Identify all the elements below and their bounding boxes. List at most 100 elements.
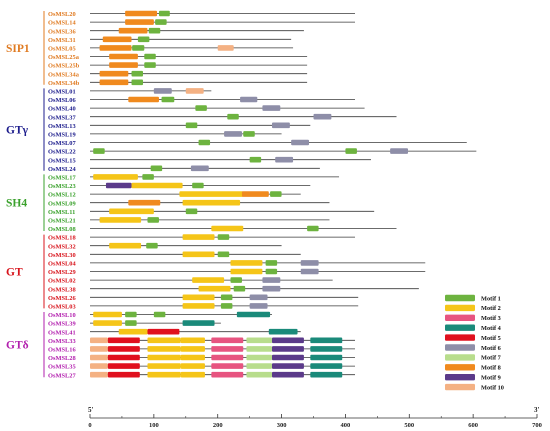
gene-label: OsMSL13 (48, 123, 76, 130)
gene-label: OsMSL35 (48, 364, 76, 371)
motif-6-box (275, 156, 294, 163)
gene-row: OsMSL06 (48, 96, 356, 104)
motif-2-box (180, 346, 205, 352)
motif-1-box (144, 62, 156, 68)
gene-row: OsMSL14 (48, 19, 356, 27)
legend-label: Motif 8 (481, 365, 501, 372)
gene-row: OsMSL07 (48, 139, 467, 147)
gene-row: OsMSL33 (48, 337, 356, 345)
motif-1-box (150, 165, 163, 172)
legend-label: Motif 2 (481, 305, 501, 312)
gene-row: OsMSL32 (48, 242, 282, 250)
gene-label: OsMSL41 (48, 329, 76, 336)
motif-1-box (153, 311, 166, 318)
motif-1-box (233, 285, 246, 292)
motif-6-box (153, 88, 172, 94)
gene-label: OsMSL26 (48, 295, 77, 302)
gene-rows: OsMSL20OsMSL14OsMSL36OsMSL31OsMSL05OsMSL… (48, 10, 477, 379)
motif-9-box (271, 371, 304, 378)
motif-2-box (147, 371, 181, 378)
gene-label: OsMSL38 (48, 286, 76, 293)
motif-4-box (310, 371, 343, 378)
gene-label: OsMSL12 (48, 192, 76, 199)
motif-1-box (93, 148, 105, 154)
motif-1-box (132, 45, 145, 51)
motif-2-box (182, 251, 215, 258)
motif-10-box (90, 337, 108, 344)
gene-row: OsMSL25b (48, 62, 308, 70)
motif-2-box (147, 363, 181, 369)
axis-tick-label: 500 (404, 422, 414, 429)
gene-row: OsMSL27 (48, 371, 356, 379)
legend-item: Motif 9 (445, 374, 501, 382)
gene-row: OsMSL18 (48, 234, 356, 242)
gene-row: OsMSL20 (48, 10, 356, 18)
motif-6-box (313, 113, 332, 120)
gene-label: OsMSL24 (48, 166, 77, 173)
motif-8-box (125, 10, 158, 17)
motif-4-box (310, 363, 343, 369)
motif-10-box (90, 346, 108, 352)
motif-1-box (185, 122, 198, 129)
motif-2-box (182, 234, 215, 240)
legend-item: Motif 6 (445, 344, 501, 352)
motif-2-box (230, 260, 263, 266)
motif-6-box (300, 268, 319, 275)
gene-label: OsMSL21 (48, 218, 76, 225)
gene-row: OsMSL19 (48, 131, 282, 139)
motif-2-box (109, 208, 154, 215)
legend-item: Motif 10 (445, 383, 504, 391)
motif-8-box (118, 27, 148, 34)
motif-7-box (246, 346, 272, 352)
motif-legend: Motif 1 Motif 2 Motif 3 Motif 4 Motif 5 Motif… (445, 294, 504, 391)
gene-row: OsMSL16 (48, 346, 356, 354)
legend-swatch (445, 334, 475, 341)
motif-10-box (90, 363, 108, 369)
motif-6-box (390, 148, 409, 154)
gene-label: OsMSL18 (48, 235, 76, 242)
gene-row: OsMSL04 (48, 260, 426, 268)
motif-2-box (147, 337, 181, 344)
motif-8-box (99, 70, 129, 77)
legend-item: Motif 8 (445, 364, 501, 372)
motif-1-box (307, 225, 319, 232)
gene-row: OsMSL12 (48, 191, 301, 199)
axis-tick-label: 300 (277, 422, 287, 429)
motif-6-box (240, 96, 258, 103)
motif-6-box (291, 139, 310, 146)
motif-6-box (262, 105, 281, 111)
motif-3-box (211, 346, 244, 352)
legend-swatch (445, 324, 475, 331)
legend-label: Motif 4 (481, 325, 502, 332)
gene-row: OsMSL29 (48, 268, 426, 276)
motif-7-box (246, 337, 272, 344)
motif-2-box (211, 225, 244, 232)
motif-8-box (109, 62, 138, 68)
motif-6-box (271, 122, 290, 129)
axis-tick-label: 200 (213, 422, 223, 429)
motif-3-box (211, 363, 244, 369)
gene-row: OsMSL15 (48, 156, 371, 164)
gene-label: OsMSL14 (48, 20, 77, 27)
gene-row: OsMSL08 (48, 225, 397, 233)
gene-label: OsMSL39 (48, 321, 76, 328)
gene-label: OsMSL27 (48, 372, 77, 379)
gene-label: OsMSL25b (48, 63, 80, 70)
motif-8-box (99, 45, 132, 51)
gene-row: OsMSL35 (48, 363, 356, 371)
motif-2-box (147, 354, 181, 361)
motif-1-box (345, 148, 357, 154)
legend-item: Motif 1 (445, 294, 501, 302)
gene-label: OsMSL05 (48, 46, 76, 53)
motif-1-box (144, 53, 156, 60)
gene-row: OsMSL36 (48, 27, 304, 35)
gene-row: OsMSL22 (48, 148, 477, 156)
axis-start-label: 5' (88, 406, 94, 414)
gene-row: OsMSL26 (48, 294, 359, 302)
motif-5-box (107, 337, 140, 344)
group-label: GTγ (6, 125, 29, 137)
gene-row: OsMSL13 (48, 122, 311, 130)
gene-row: OsMSL05 (48, 45, 294, 53)
motif-2-box (93, 174, 138, 180)
